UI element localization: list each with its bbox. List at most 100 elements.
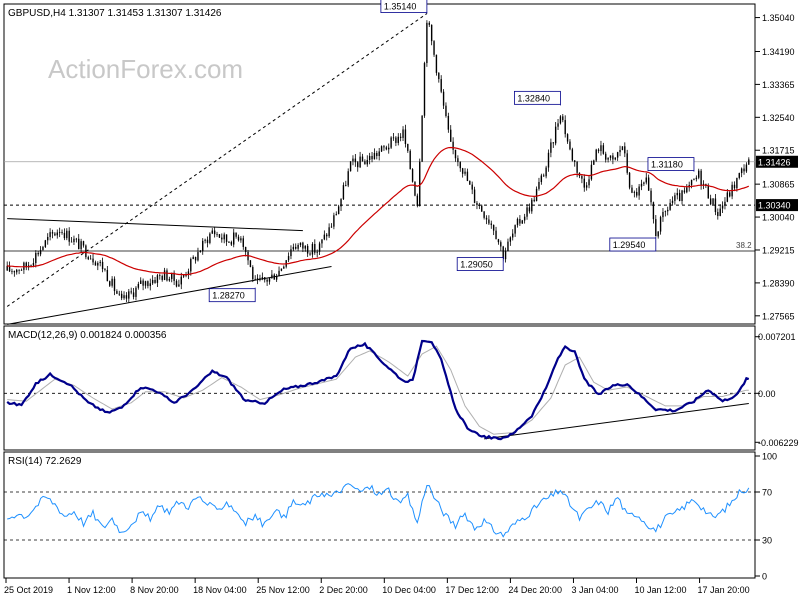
candle-body (457, 158, 459, 163)
candle-body (745, 164, 748, 172)
price-tick-label: 1.32540 (762, 113, 795, 123)
candle-body (316, 251, 318, 253)
rsi-tick-label: 0 (762, 572, 767, 582)
time-tick-label: 10 Jan 12:00 (635, 585, 687, 595)
price-annotation-label: 1.35140 (384, 2, 417, 12)
price-tick-label: 1.29215 (762, 245, 795, 255)
candle-body (221, 237, 223, 240)
candle-body (621, 146, 624, 151)
candle-body (581, 176, 583, 179)
candle-body (435, 54, 438, 73)
current-price-label: 1.31426 (758, 157, 791, 167)
price-annotation-box (647, 157, 695, 171)
price-panel-border (3, 3, 756, 325)
candle-body (242, 238, 244, 247)
candle-body (44, 240, 47, 247)
candle-body (178, 284, 180, 287)
candle-body (194, 257, 197, 261)
price-axis: 1.35040 1.34190 1.33365 1.32540 1.31715 1.308… (755, 13, 795, 321)
price-annotation-box (208, 288, 256, 303)
candle-body (11, 271, 13, 272)
candle-body (681, 190, 683, 202)
candle-body (54, 233, 56, 236)
price-annotation-label: 1.32840 (517, 93, 550, 103)
candle-body (426, 22, 428, 64)
candle-body (175, 280, 178, 287)
candle-body (349, 161, 352, 172)
candle-body (6, 265, 8, 271)
candle-body (230, 242, 233, 245)
candle-body (49, 232, 51, 238)
candle-body (89, 258, 92, 260)
candle-body (724, 201, 726, 206)
candle-body (399, 136, 402, 138)
candle-body (423, 63, 426, 116)
candle-body (225, 234, 228, 242)
candle-body (237, 236, 240, 241)
candle-body (264, 277, 266, 280)
candle-body (58, 232, 61, 233)
time-tick-label: 25 Nov 12:00 (256, 585, 310, 595)
candle-body (75, 238, 78, 240)
candle-body (738, 173, 740, 178)
candle-body (545, 167, 547, 177)
candle-body (154, 279, 156, 283)
candle-body (366, 159, 368, 165)
candle-body (626, 153, 628, 173)
candle-body (128, 291, 130, 299)
candle-body (125, 295, 128, 299)
current-price-box (756, 155, 798, 168)
candle-body (438, 72, 440, 80)
time-tick-label: 1 Nov 12:00 (67, 585, 116, 595)
price-panel: 1.35040 1.34190 1.33365 1.32540 1.31715 1.308… (3, 0, 798, 325)
candle-body (535, 188, 538, 202)
candle-body (430, 24, 433, 42)
candle-body (571, 149, 574, 161)
candle-body (507, 241, 509, 252)
candle-body (268, 277, 271, 282)
candle-body (292, 246, 295, 250)
candle-body (295, 246, 297, 249)
candle-body (373, 152, 376, 160)
candle-body (113, 278, 116, 292)
candle-body (497, 239, 500, 243)
candle-body (388, 147, 390, 150)
candle-body (390, 137, 392, 148)
macd-tick-label: 0.007201 (758, 332, 796, 342)
candle-body (662, 212, 664, 218)
candle-body (397, 136, 399, 143)
candle-body (321, 239, 323, 244)
candle-body (566, 134, 569, 142)
candle-body (56, 232, 58, 236)
candle-body (466, 171, 469, 181)
candle-body (333, 215, 335, 227)
candle-body (80, 241, 82, 250)
candle-body (109, 281, 111, 286)
candle-body (378, 151, 380, 157)
candle-body (464, 171, 466, 174)
candle-body (636, 191, 638, 196)
candle-body (137, 283, 140, 288)
candle-body (552, 142, 554, 144)
time-tick-label: 17 Jan 20:00 (698, 585, 750, 595)
price-title: GBPUSD,H4 1.31307 1.31453 1.31307 1.3142… (8, 8, 222, 19)
candle-body (588, 179, 590, 186)
candle-body (330, 226, 333, 228)
candle-body (614, 157, 616, 160)
rsi-tick-label: 70 (762, 488, 772, 498)
candle-body (478, 205, 481, 206)
candle-body (18, 269, 20, 271)
candle-body (213, 230, 216, 235)
candle-body (140, 280, 142, 284)
candle-body (657, 231, 659, 237)
candle-body (411, 169, 414, 182)
candle-body (664, 211, 667, 213)
candle-body (342, 185, 345, 200)
candle-body (66, 230, 68, 239)
candle-body (628, 172, 631, 188)
candle-body (540, 175, 543, 183)
price-annotation-box (514, 90, 561, 105)
price-annotation-label: 1.29540 (613, 240, 646, 250)
candle-body (168, 278, 171, 281)
